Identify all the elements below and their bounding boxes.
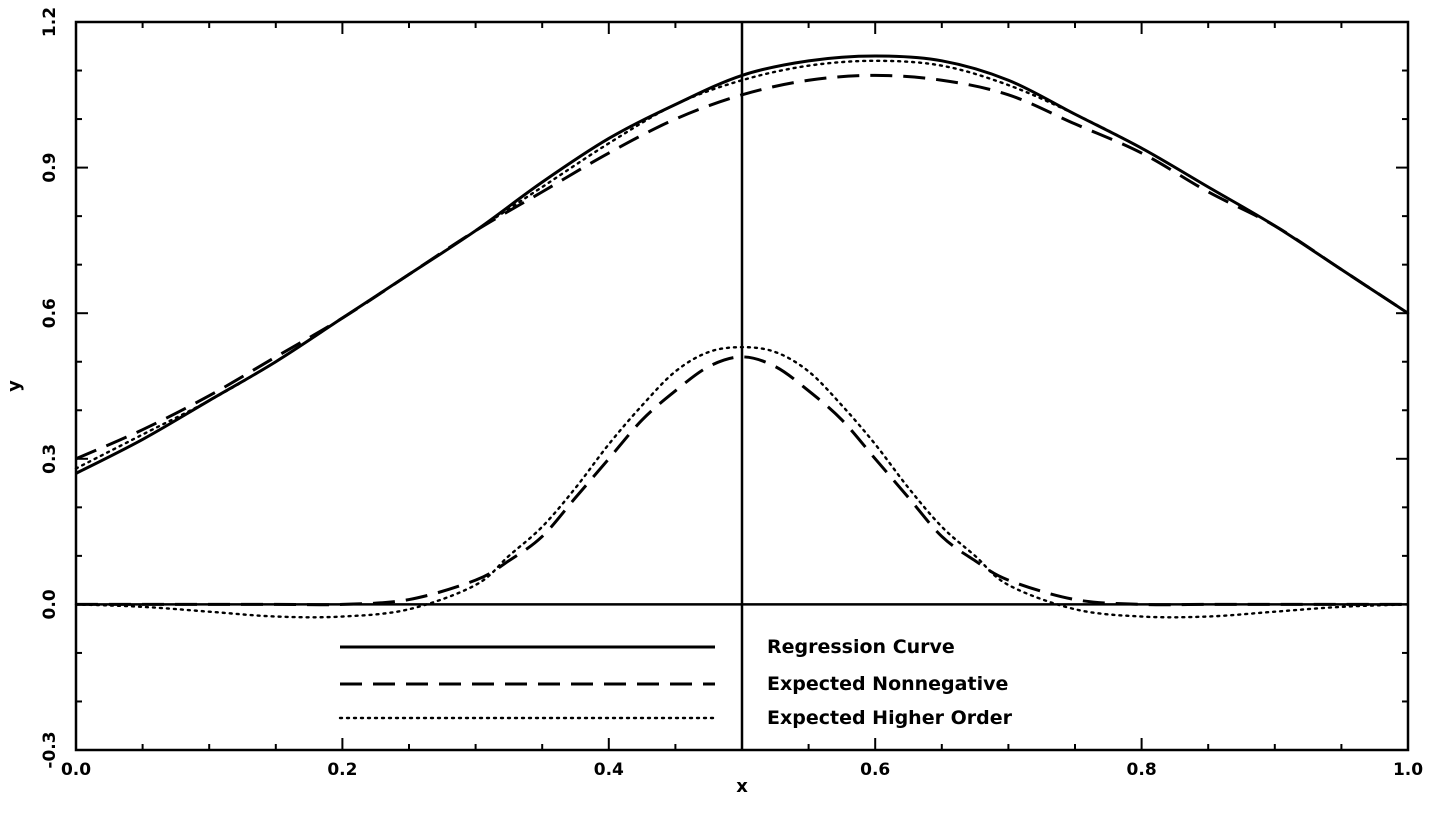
tick-labels: 0.0 0.2 0.4 0.6 0.8 1.0-0.30.00.30.60.91.2 [40,7,1423,780]
legend: Regression Curve Expected Nonnegative Expe… [338,636,1013,729]
y-tick-label: 0.9 [40,153,60,183]
y-tick-label: 0.0 [40,589,60,619]
x-tick-label: 0.4 [594,760,624,780]
legend-label-expected-higher-order: Expected Higher Order [767,707,1013,729]
x-tick-label: 0.6 [860,760,890,780]
y-axis-label: y [4,380,25,392]
series-lines [74,54,1410,619]
series-line-expected-higher-order [74,59,1410,470]
legend-label-expected-nonnegative: Expected Nonnegative [767,673,1008,695]
y-tick-label: 1.2 [40,7,60,37]
series-line-expected-higher-order-lower [74,345,1410,619]
series-line-expected-nonnegative [75,73,1409,461]
y-tick-label: 0.6 [40,298,60,328]
reference-lines [76,22,1408,750]
x-tick-label: 0.2 [327,760,357,780]
y-tick-label: 0.3 [40,444,60,474]
legend-label-regression-curve: Regression Curve [767,636,955,658]
x-tick-label: 1.0 [1393,760,1423,780]
x-axis-label: x [736,776,748,797]
plot-frame [74,20,1410,752]
x-tick-label: 0.8 [1127,760,1157,780]
x-tick-label: 0.0 [61,760,91,780]
y-tick-label: -0.3 [40,731,60,768]
